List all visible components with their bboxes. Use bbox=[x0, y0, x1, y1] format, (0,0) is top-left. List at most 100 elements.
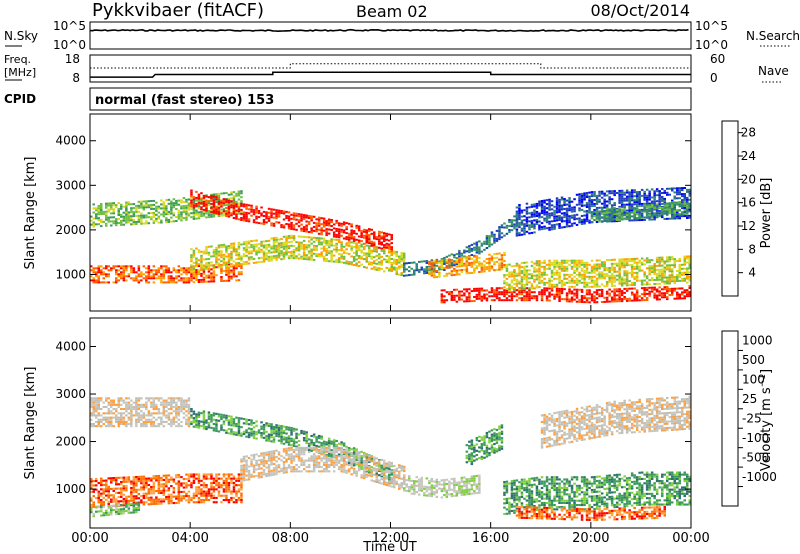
power-cell bbox=[222, 261, 226, 264]
velocity-cell bbox=[100, 514, 103, 517]
power-cell bbox=[605, 200, 609, 203]
power-cell bbox=[558, 219, 561, 221]
power-ytick-label: 1000 bbox=[55, 267, 86, 281]
power-cell bbox=[327, 222, 331, 225]
power-cell bbox=[485, 268, 489, 271]
power-cell bbox=[125, 267, 128, 270]
velocity-cell bbox=[187, 479, 191, 482]
power-cell bbox=[553, 223, 556, 226]
power-cell bbox=[681, 293, 684, 296]
power-cell bbox=[217, 212, 221, 215]
power-cell bbox=[408, 270, 411, 273]
power-cell bbox=[287, 217, 291, 220]
power-cell bbox=[530, 275, 534, 277]
power-cell bbox=[583, 277, 586, 280]
power-cell bbox=[400, 274, 403, 277]
power-cell bbox=[650, 196, 654, 199]
power-cell bbox=[322, 217, 326, 220]
power-cell bbox=[620, 205, 624, 208]
velocity-cell bbox=[135, 490, 138, 493]
power-cell bbox=[97, 219, 100, 222]
power-cell bbox=[640, 261, 644, 264]
velocity-cell bbox=[112, 487, 115, 490]
power-cell bbox=[225, 255, 228, 258]
power-cell bbox=[177, 265, 181, 268]
power-cell bbox=[668, 274, 671, 277]
velocity-cell bbox=[207, 499, 211, 502]
power-cell bbox=[681, 201, 684, 204]
power-cell bbox=[580, 277, 584, 280]
power-cell bbox=[342, 255, 346, 258]
power-cell bbox=[540, 216, 544, 219]
power-cell bbox=[242, 247, 246, 250]
power-cell bbox=[147, 200, 151, 203]
power-cell bbox=[505, 273, 509, 276]
power-cell bbox=[568, 199, 571, 202]
power-cell bbox=[220, 280, 223, 282]
power-cell bbox=[245, 242, 248, 245]
power-cell bbox=[655, 206, 659, 209]
power-cell bbox=[590, 299, 594, 302]
power-cell bbox=[620, 290, 624, 293]
power-cell bbox=[380, 261, 383, 264]
power-cell bbox=[578, 217, 581, 220]
power-cell bbox=[370, 232, 373, 235]
power-cell bbox=[510, 223, 514, 226]
power-cell bbox=[140, 273, 143, 276]
power-cell bbox=[212, 205, 216, 208]
velocity-cell bbox=[107, 494, 110, 497]
power-cell bbox=[681, 195, 684, 198]
power-cell bbox=[495, 229, 499, 232]
power-cell bbox=[95, 207, 98, 210]
power-cell bbox=[645, 288, 649, 291]
power-cell bbox=[560, 279, 564, 282]
power-cell bbox=[508, 283, 511, 286]
power-cell bbox=[297, 253, 301, 256]
power-cell bbox=[265, 221, 268, 224]
power-cell bbox=[478, 291, 481, 294]
power-cell bbox=[663, 191, 666, 194]
power-cell bbox=[688, 202, 691, 205]
power-cell bbox=[520, 297, 524, 300]
frequency-panel: Freq. [MHz] 18 8 60 0 Nave bbox=[4, 52, 789, 85]
power-cell bbox=[220, 192, 223, 195]
power-cell bbox=[645, 210, 649, 213]
power-cell bbox=[175, 275, 178, 278]
power-cell bbox=[618, 270, 621, 273]
power-cell bbox=[115, 206, 118, 209]
power-cell bbox=[530, 225, 534, 228]
power-cell bbox=[618, 189, 621, 192]
power-cell bbox=[503, 251, 506, 254]
power-cell bbox=[543, 209, 546, 212]
power-cell bbox=[575, 213, 579, 216]
power-cell bbox=[688, 257, 691, 260]
power-cell bbox=[388, 247, 391, 250]
power-cell bbox=[533, 297, 536, 300]
power-cell bbox=[530, 211, 534, 214]
power-cell bbox=[535, 204, 539, 207]
velocity-cell bbox=[217, 473, 221, 476]
power-cell bbox=[287, 245, 291, 248]
velocity-cell bbox=[175, 501, 178, 504]
power-cell bbox=[473, 269, 476, 272]
power-cell bbox=[232, 250, 236, 253]
power-cell bbox=[635, 217, 639, 220]
power-cell bbox=[357, 247, 361, 249]
velocity-cell bbox=[160, 502, 163, 505]
power-cell bbox=[666, 187, 669, 190]
power-cell bbox=[315, 230, 318, 233]
power-cell bbox=[663, 262, 666, 265]
power-cell bbox=[658, 211, 661, 214]
power-cell bbox=[162, 277, 166, 280]
power-cell bbox=[195, 247, 198, 250]
power-cell bbox=[533, 286, 536, 289]
power-cell bbox=[618, 292, 621, 295]
power-cell bbox=[190, 203, 193, 206]
velocity-cell bbox=[237, 490, 241, 493]
velocity-cell bbox=[155, 500, 158, 503]
power-cell bbox=[593, 271, 596, 274]
power-cell bbox=[678, 287, 681, 290]
noise-left-label: N.Sky bbox=[4, 29, 38, 43]
power-cell bbox=[307, 250, 311, 253]
power-cell bbox=[668, 256, 671, 259]
